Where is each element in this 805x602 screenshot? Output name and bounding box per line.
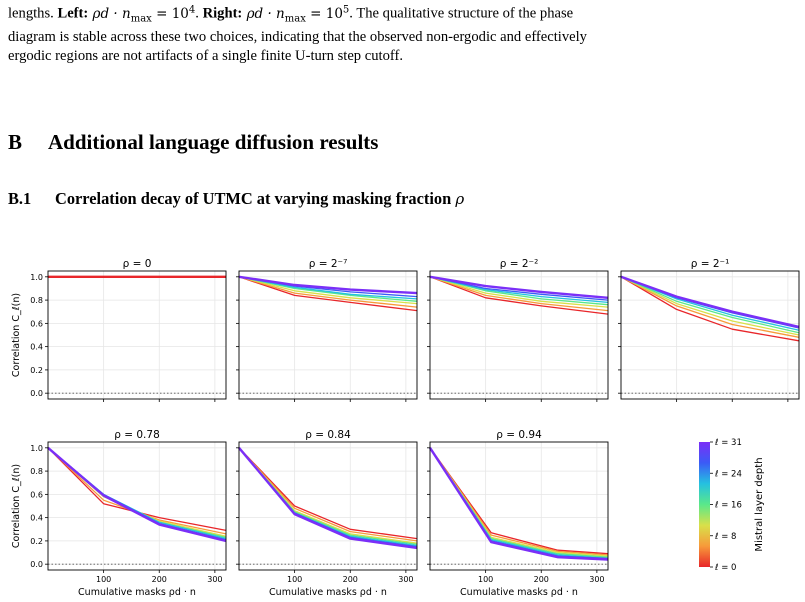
x-tick-label: 300 [589, 575, 604, 584]
panel-title: ρ = 2⁻⁷ [309, 258, 348, 270]
y-tick-label: 1.0 [30, 444, 43, 453]
x-tick-label: 100 [287, 575, 302, 584]
caption-text: lengths. [8, 5, 58, 22]
axes-frame [620, 270, 800, 400]
series-line [429, 276, 609, 315]
panel-title: ρ = 2⁻² [500, 258, 539, 270]
x-axis-label: Cumulative masks ρd · n [460, 587, 578, 598]
series-line [238, 447, 418, 548]
x-tick-label: 100 [96, 575, 111, 584]
section-heading: B Additional language diffusion results [8, 130, 378, 155]
y-tick-label: 0.4 [30, 514, 43, 523]
series-line [238, 447, 418, 550]
subsection-heading: B.1 Correlation decay of UTMC at varying … [8, 189, 464, 209]
x-tick-label: 300 [398, 575, 413, 584]
math-subscript: max [130, 13, 152, 25]
colorbar [699, 442, 710, 567]
series-line [238, 276, 418, 305]
axes-frame [47, 441, 227, 571]
series-line [238, 447, 418, 542]
y-tick-label: 0.6 [30, 319, 43, 328]
series-line [47, 446, 227, 543]
x-axis-label: Cumulative masks ρd · n [78, 587, 196, 598]
series-line [429, 447, 609, 555]
series-line [429, 447, 609, 556]
colorbar-tick-label: ℓ = 8 [714, 532, 736, 542]
x-axis-label: Cumulative masks ρd · n [269, 587, 387, 598]
series-line [429, 276, 609, 312]
axes-frame [238, 270, 418, 400]
panel-title: ρ = 0.78 [114, 429, 160, 441]
caption-paragraph: lengths. Left: ρd · nmax = 104. Right: ρ… [8, 0, 798, 66]
caption-text: . The qualitative structure of the phase [349, 5, 574, 22]
caption-line-2: diagram is stable across these two choic… [8, 29, 587, 46]
math-subscript: max [284, 13, 306, 25]
x-tick-label: 200 [343, 575, 358, 584]
axes-frame [429, 441, 609, 571]
math-exponent: 4 [188, 4, 196, 15]
y-tick-label: 0.0 [30, 560, 43, 569]
y-tick-label: 0.4 [30, 343, 43, 352]
caption-text: . [195, 5, 203, 22]
axes-frame [238, 441, 418, 571]
x-tick-label: 200 [534, 575, 549, 584]
x-tick-label: 100 [478, 575, 493, 584]
subsection-title: Correlation decay of UTMC at varying mas… [55, 189, 456, 208]
math-text: = 10 [305, 5, 343, 22]
series-line [47, 447, 227, 539]
caption-left-label: Left: [57, 5, 89, 22]
caption-line-3: ergodic regions are not artifacts of a s… [8, 48, 403, 65]
caption-line-1: lengths. Left: ρd · nmax = 104. Right: ρ… [8, 0, 798, 28]
series-line [238, 447, 418, 540]
y-tick-label: 0.6 [30, 490, 43, 499]
series-line [238, 276, 418, 312]
series-line [47, 447, 227, 535]
section-title: Additional language diffusion results [48, 130, 379, 154]
series-line [620, 276, 800, 338]
series-line [238, 447, 418, 547]
colorbar-label: Mistral layer depth [754, 457, 765, 551]
math-expression-left: ρd · nmax = 104 [88, 4, 196, 25]
math-text: = 10 [151, 5, 189, 22]
colorbar-tick-label: ℓ = 0 [714, 563, 736, 573]
x-tick-label: 300 [207, 575, 222, 584]
series-line [428, 447, 609, 561]
x-tick-label: 200 [152, 575, 167, 584]
panel-title: ρ = 0.84 [305, 429, 351, 441]
subsection-symbol: ρ [455, 190, 465, 208]
series-line [238, 276, 418, 308]
math-exponent: 5 [342, 4, 350, 15]
math-expression-right: ρd · nmax = 105 [242, 4, 350, 25]
y-tick-label: 0.2 [30, 366, 43, 375]
subsection-number: B.1 [8, 189, 32, 208]
series-line [429, 276, 609, 308]
y-tick-label: 0.8 [30, 296, 43, 305]
panel-title: ρ = 2⁻¹ [691, 258, 730, 270]
series-line [47, 447, 227, 537]
series-line [620, 276, 800, 336]
panel-title: ρ = 0.94 [496, 429, 542, 441]
y-tick-label: 1.0 [30, 273, 43, 282]
y-tick-label: 0.0 [30, 389, 43, 398]
section-number: B [8, 130, 23, 154]
y-tick-label: 0.8 [30, 467, 43, 476]
axes-frame [47, 270, 227, 400]
series-line [620, 275, 800, 329]
math-text: ρd · n [242, 5, 285, 22]
series-line [620, 276, 800, 342]
y-axis-label: Correlation C_ℓ(n) [11, 464, 22, 548]
math-text: ρd · n [88, 5, 131, 22]
colorbar-tick-label: ℓ = 31 [714, 438, 742, 448]
y-tick-label: 0.2 [30, 537, 43, 546]
series-line [238, 275, 418, 295]
colorbar-tick-label: ℓ = 16 [714, 501, 742, 511]
series-line [620, 276, 800, 334]
y-axis-label: Correlation C_ℓ(n) [11, 293, 22, 377]
colorbar-tick-label: ℓ = 24 [714, 469, 742, 479]
axes-frame [429, 270, 609, 400]
panel-title: ρ = 0 [123, 258, 152, 270]
series-line [429, 275, 609, 299]
caption-right-label: Right: [202, 5, 243, 22]
